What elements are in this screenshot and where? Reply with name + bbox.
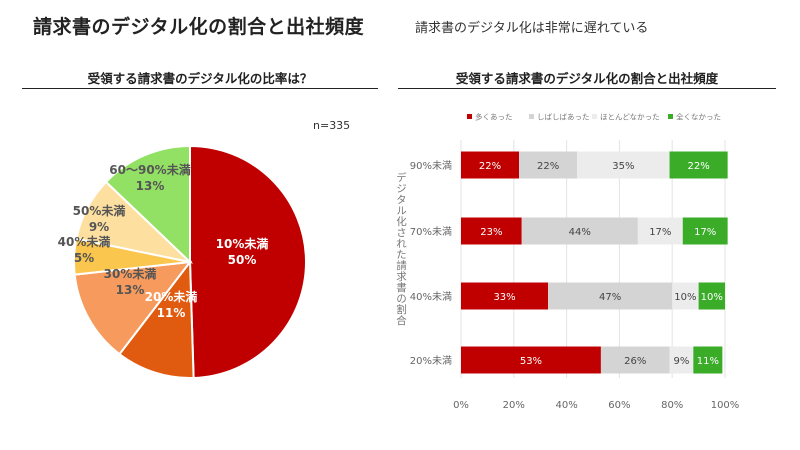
bar-segment: [672, 282, 699, 310]
bar-segment: [461, 151, 520, 179]
x-tick-label: 0%: [453, 400, 469, 411]
pie-slice-1: [118, 259, 195, 379]
pie-slice-0: [189, 144, 307, 379]
bar-segment: [600, 346, 670, 374]
bar-value-label: 47%: [599, 292, 621, 303]
bar-value-label: 9%: [674, 356, 690, 367]
pie-slice-label: 10%未満: [216, 236, 269, 251]
pie-slice-label: 20%未満: [145, 289, 198, 304]
x-tick-label: 40%: [555, 400, 577, 411]
bar-segment: [461, 217, 522, 245]
bar-chart-y-axis-label: デジタル化された請求書の割合: [395, 172, 407, 326]
bar-value-label: 17%: [649, 227, 671, 238]
pie-slice-percent: 13%: [136, 179, 165, 193]
bar-segment: [548, 282, 673, 310]
pie-slice-percent: 5%: [74, 251, 94, 265]
bar-segment: [461, 346, 601, 374]
page-title: 請求書のデジタル化の割合と出社頻度: [33, 16, 365, 38]
pie-slice-percent: 50%: [228, 253, 257, 267]
sample-size-note: n=335: [313, 119, 351, 132]
category-label: 20%未満: [410, 355, 452, 367]
category-label: 70%未満: [410, 226, 452, 238]
bar-value-label: 26%: [624, 356, 646, 367]
legend-label: 多くあった: [475, 112, 513, 122]
bar-value-label: 23%: [480, 227, 502, 238]
bar-value-label: 44%: [569, 227, 591, 238]
bar-segment: [519, 151, 578, 179]
bar-value-label: 10%: [701, 292, 723, 303]
pie-slice-label: 50%未満: [73, 203, 126, 218]
x-tick-label: 100%: [711, 400, 740, 411]
bar-segment: [669, 151, 728, 179]
pie-slice-5: [104, 144, 191, 265]
legend-label: ほとんどなかった: [600, 113, 660, 122]
pie-chart-title: 受領する請求書のデジタル化の比率は？: [87, 71, 313, 86]
legend-label: 全くなかった: [676, 112, 721, 122]
category-label: 90%未満: [410, 160, 452, 172]
pie-title-rule: [22, 88, 378, 89]
pie-slice-percent: 13%: [116, 283, 145, 297]
bar-value-label: 22%: [479, 161, 501, 172]
bar-value-label: 35%: [612, 161, 634, 172]
bar-value-label: 22%: [537, 161, 559, 172]
legend-label: しばしばあった: [537, 113, 590, 122]
category-label: 40%未満: [410, 291, 452, 303]
page-subtitle: 請求書のデジタル化は非常に遅れている: [415, 21, 649, 36]
legend-swatch: [668, 114, 673, 119]
pie-slice-label: 60～90%未満: [109, 162, 190, 177]
x-tick-label: 20%: [503, 400, 525, 411]
legend-swatch: [467, 114, 472, 119]
x-tick-label: 60%: [608, 400, 630, 411]
bar-value-label: 53%: [520, 356, 542, 367]
legend-swatch: [592, 114, 597, 119]
bar-value-label: 22%: [687, 161, 709, 172]
bar-title-rule: [398, 88, 776, 89]
bar-segment: [682, 217, 728, 245]
pie-slice-percent: 9%: [89, 220, 109, 234]
pie-slice-2: [73, 260, 193, 356]
bar-value-label: 10%: [674, 292, 696, 303]
bar-value-label: 33%: [493, 292, 515, 303]
pie-slice-percent: 11%: [157, 306, 186, 320]
pie-slice-label: 40%未満: [58, 234, 111, 249]
x-tick-label: 80%: [661, 400, 683, 411]
bar-segment: [521, 217, 638, 245]
bar-segment: [693, 346, 723, 374]
bar-chart-title: 受領する請求書のデジタル化の割合と出社頻度: [455, 71, 719, 86]
bar-segment: [698, 282, 725, 310]
bar-segment: [461, 282, 549, 310]
bar-segment: [669, 346, 694, 374]
legend-swatch: [529, 114, 534, 119]
bar-value-label: 11%: [697, 356, 719, 367]
bar-segment: [637, 217, 683, 245]
bar-segment: [577, 151, 670, 179]
pie-slice-label: 30%未満: [104, 266, 157, 281]
bar-value-label: 17%: [694, 227, 716, 238]
